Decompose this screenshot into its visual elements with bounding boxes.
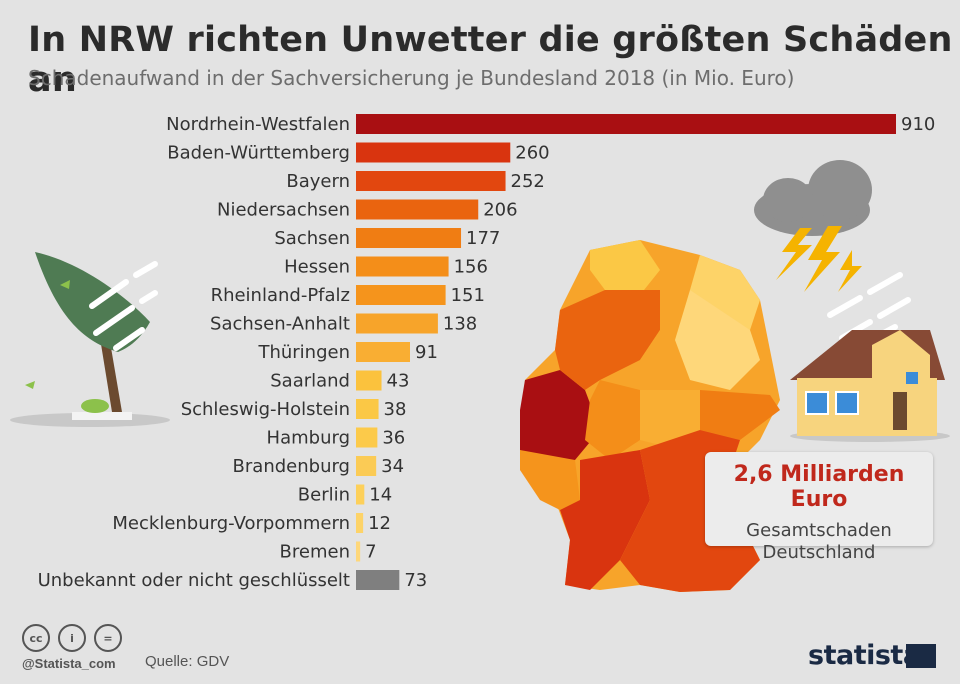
bar-label: Hamburg	[267, 428, 350, 449]
bar-value-label: 43	[387, 371, 410, 392]
total-label-line1: Gesamtschaden	[746, 520, 892, 541]
bar-label: Brandenburg	[233, 456, 350, 477]
no-derivatives-icon[interactable]: =	[94, 624, 122, 652]
creative-commons-icon[interactable]: cc	[22, 624, 50, 652]
bar-label: Baden-Württemberg	[167, 143, 350, 164]
bar-label: Berlin	[298, 485, 350, 506]
twitter-handle[interactable]: @Statista_com	[22, 656, 116, 671]
bar-label: Saarland	[270, 371, 350, 392]
bar-label: Sachsen	[274, 228, 350, 249]
bar[interactable]	[356, 570, 400, 590]
attribution-icon[interactable]: i	[58, 624, 86, 652]
bar[interactable]	[356, 228, 462, 248]
bar-value-label: 206	[483, 200, 517, 221]
bar-label: Bremen	[280, 542, 350, 563]
bar[interactable]	[356, 342, 410, 362]
bar[interactable]	[356, 456, 377, 476]
bar-value-label: 14	[369, 485, 392, 506]
license-icons: cc i =	[22, 624, 122, 652]
bar-value-label: 7	[365, 542, 376, 563]
bar[interactable]	[356, 399, 379, 419]
bar-value-label: 177	[466, 228, 500, 249]
cloud-lightning-illustration	[754, 160, 872, 292]
bar[interactable]	[356, 541, 361, 562]
bar[interactable]	[356, 370, 382, 391]
bar-value-label: 73	[404, 570, 427, 591]
bar-value-label: 138	[443, 314, 477, 335]
bar-value-label: 12	[368, 513, 391, 534]
total-callout: 2,6 Milliarden Euro Gesamtschaden Deutsc…	[705, 452, 933, 563]
bar[interactable]	[356, 142, 511, 163]
bar[interactable]	[356, 513, 364, 533]
total-label-line2: Deutschland	[762, 542, 876, 563]
bar-value-label: 151	[451, 285, 485, 306]
source-note: Quelle: GDV	[145, 653, 230, 670]
bar-label: Thüringen	[257, 342, 350, 363]
bar-label: Mecklenburg-Vorpommern	[112, 513, 350, 534]
bar[interactable]	[356, 256, 449, 277]
statista-logo[interactable]: statista	[808, 640, 921, 671]
storm-tree-illustration	[10, 252, 170, 427]
house-illustration	[790, 272, 950, 442]
bar[interactable]	[356, 171, 506, 191]
bar-label: Nordrhein-Westfalen	[166, 114, 350, 135]
bar-series: Nordrhein-Westfalen 910 Baden-Württemberg 2…	[38, 114, 935, 591]
bar[interactable]	[356, 313, 438, 334]
bar[interactable]	[356, 114, 896, 134]
total-value: 2,6 Milliarden Euro	[733, 462, 905, 512]
bar-value-label: 260	[515, 143, 549, 164]
chart-subtitle: Schadenaufwand in der Sachversicherung j…	[28, 66, 795, 90]
bar-label: Bayern	[286, 171, 350, 192]
bar-value-label: 910	[901, 114, 935, 135]
bar-value-label: 36	[382, 428, 405, 449]
bar[interactable]	[356, 199, 479, 220]
statista-logo-icon	[906, 644, 936, 668]
bar-label: Niedersachsen	[217, 200, 350, 221]
bar[interactable]	[356, 285, 446, 305]
total-label: Gesamtschaden Deutschland	[705, 520, 933, 564]
bar-value-label: 34	[381, 456, 404, 477]
bar-value-label: 156	[454, 257, 488, 278]
bar-value-label: 252	[511, 171, 545, 192]
chart-title: In NRW richten Unwetter die größten Schä…	[28, 20, 953, 100]
bar-value-label: 91	[415, 342, 438, 363]
bar-label: Rheinland-Pfalz	[211, 285, 350, 306]
bar[interactable]	[356, 427, 378, 448]
bar-label: Schleswig-Holstein	[181, 399, 350, 420]
bar-label: Hessen	[284, 257, 350, 278]
bar[interactable]	[356, 484, 365, 505]
bar-label: Sachsen-Anhalt	[210, 314, 350, 335]
bar-value-label: 38	[384, 399, 407, 420]
bar-label: Unbekannt oder nicht geschlüsselt	[38, 570, 350, 591]
